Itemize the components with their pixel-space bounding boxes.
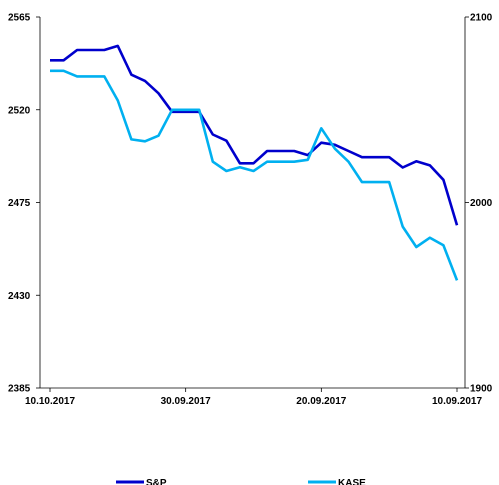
series-line-s-p <box>50 44 459 226</box>
x-tick-label: 10.10.2017 <box>25 396 75 407</box>
x-tick-label: 10.09.2017 <box>432 396 482 407</box>
left-tick-label: 2475 <box>8 198 31 209</box>
x-tick-label: 30.09.2017 <box>161 396 211 407</box>
legend: S&P KASE <box>116 478 366 485</box>
right-tick-label: 2000 <box>470 198 493 209</box>
left-tick-label: 2385 <box>8 384 31 395</box>
series-line-kase <box>50 69 459 281</box>
series-lines <box>50 44 459 281</box>
right-tick-label: 2100 <box>470 13 493 24</box>
left-tick-label: 2565 <box>8 13 31 24</box>
left-axis-ticks: 2565 2520 2475 2430 2385 <box>8 13 40 395</box>
legend-label-s-p: S&P <box>146 478 167 485</box>
right-tick-label: 1900 <box>470 384 493 395</box>
right-axis-ticks: 2100 2000 1900 <box>465 13 493 395</box>
x-axis-ticks: 10.10.2017 30.09.2017 20.09.2017 10.09.2017 <box>25 388 482 407</box>
left-tick-label: 2430 <box>8 291 31 302</box>
x-tick-label: 20.09.2017 <box>296 396 346 407</box>
left-tick-label: 2520 <box>8 105 31 116</box>
legend-label-kase: KASE <box>338 478 366 485</box>
